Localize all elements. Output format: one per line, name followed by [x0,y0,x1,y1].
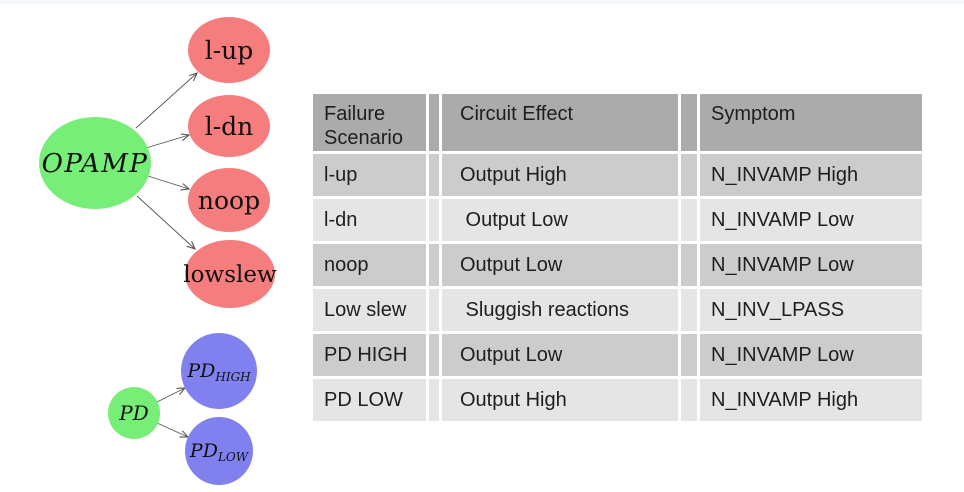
fault-tree-diagram: OPAMP l-up l-dn noop lowslew PD PDHIGH P… [39,17,277,485]
node-lowslew [185,240,275,308]
node-opamp-label: OPAMP [42,149,149,179]
cell-scenario: l-up [313,154,426,196]
node-pdhigh-label: PDHIGH [186,360,251,384]
node-lup-label: l-up [205,36,254,65]
spacer-cell [681,289,697,331]
cell-effect: Output High [442,154,678,196]
node-ldn-label: l-dn [205,112,254,141]
failure-table: Failure Scenario Circuit Effect Symptom … [313,94,922,421]
header-spacer-cell [429,94,439,151]
cell-effect: Sluggish reactions [442,289,678,331]
edge-opamp-lowslew [136,195,195,249]
node-lup [188,17,270,83]
spacer-cell [681,379,697,421]
cell-scenario: noop [313,244,426,286]
node-noop-label: noop [198,186,260,215]
cell-scenario: PD LOW [313,379,426,421]
cell-effect: Output Low [442,244,678,286]
spacer-cell [429,199,439,241]
node-noop [188,168,270,232]
edge-pd-pdlow [156,422,188,437]
edge-opamp-lup [135,73,197,129]
cell-symptom: N_INVAMP Low [700,334,922,376]
node-pdlow-label: PDLOW [189,440,250,464]
node-pdlow [185,417,253,485]
cell-effect: Output Low [442,199,678,241]
spacer-cell [429,379,439,421]
cell-symptom: N_INVAMP Low [700,244,922,286]
spacer-cell [429,289,439,331]
cell-symptom: N_INVAMP High [700,379,922,421]
spacer-cell [681,199,697,241]
node-pdhigh [181,333,257,409]
edge-opamp-noop [147,175,189,189]
node-lowslew-label: lowslew [183,262,277,288]
header-spacer-cell [681,94,697,151]
window-top-edge [0,0,964,4]
spacer-cell [681,334,697,376]
node-ldn [188,95,270,157]
edge-pd-pdhigh [156,388,185,403]
spacer-cell [429,154,439,196]
cell-effect: Output Low [442,334,678,376]
col-header-failure-scenario: Failure Scenario [313,94,426,151]
node-pd [108,387,160,439]
cell-symptom: N_INVAMP High [700,154,922,196]
cell-scenario: PD HIGH [313,334,426,376]
cell-scenario: Low slew [313,289,426,331]
spacer-cell [681,154,697,196]
col-header-symptom: Symptom [700,94,922,151]
spacer-cell [681,244,697,286]
node-opamp [39,117,151,209]
cell-effect: Output High [442,379,678,421]
cell-symptom: N_INVAMP Low [700,199,922,241]
edge-opamp-ldn [145,135,189,149]
cell-scenario: l-dn [313,199,426,241]
spacer-cell [429,334,439,376]
node-pd-label: PD [118,401,149,425]
cell-symptom: N_INV_LPASS [700,289,922,331]
spacer-cell [429,244,439,286]
col-header-circuit-effect: Circuit Effect [442,94,678,151]
